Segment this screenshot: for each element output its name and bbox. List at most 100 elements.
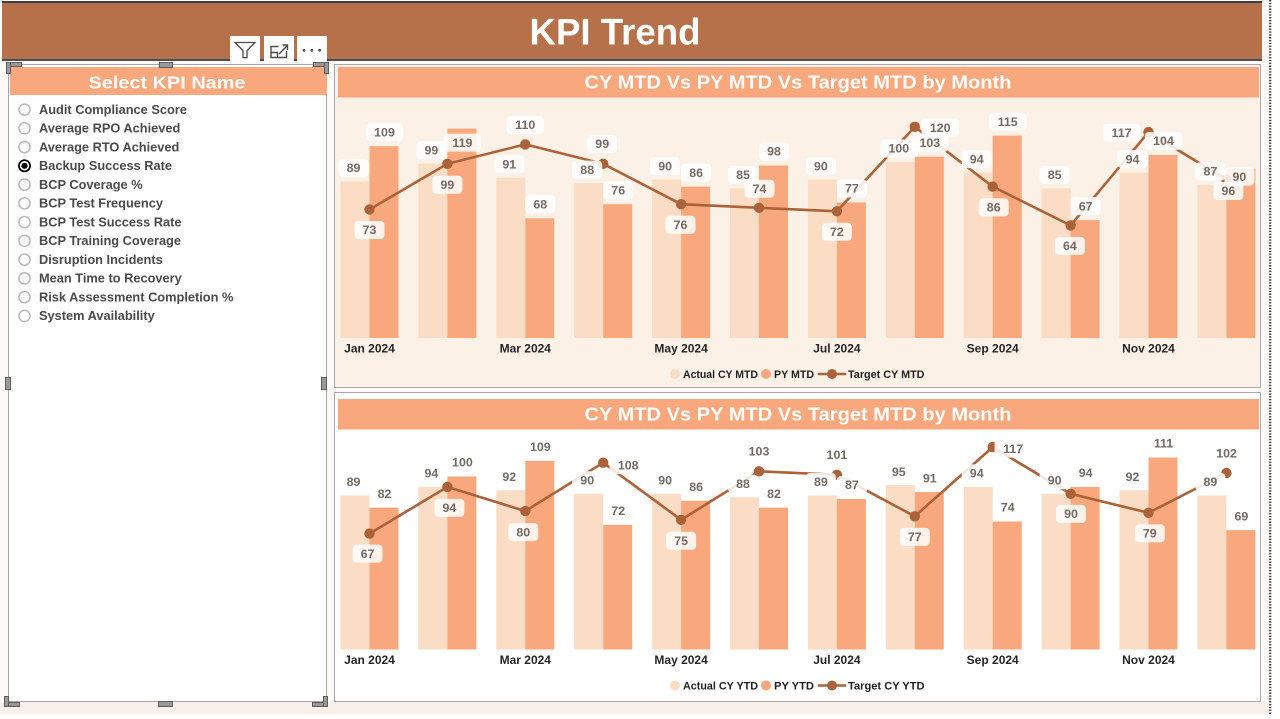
svg-text:System Availability: System Availability xyxy=(39,308,156,323)
svg-text:67: 67 xyxy=(361,547,375,561)
svg-text:95: 95 xyxy=(892,465,906,479)
svg-text:Select KPI Name: Select KPI Name xyxy=(89,73,246,93)
svg-text:111: 111 xyxy=(1154,437,1173,451)
svg-text:74: 74 xyxy=(1001,501,1015,515)
svg-text:Nov 2024: Nov 2024 xyxy=(1122,653,1175,667)
svg-text:89: 89 xyxy=(347,161,361,175)
svg-text:89: 89 xyxy=(347,475,361,489)
svg-text:82: 82 xyxy=(378,487,392,501)
svg-text:103: 103 xyxy=(749,445,770,459)
svg-text:86: 86 xyxy=(987,201,1001,215)
svg-text:May 2024: May 2024 xyxy=(654,342,708,356)
svg-text:77: 77 xyxy=(908,530,922,544)
svg-text:Sep 2024: Sep 2024 xyxy=(967,342,1019,356)
svg-text:Mar 2024: Mar 2024 xyxy=(500,653,552,667)
svg-text:Backup Success Rate: Backup Success Rate xyxy=(39,158,172,173)
svg-text:90: 90 xyxy=(658,159,672,173)
svg-text:89: 89 xyxy=(1204,475,1218,489)
svg-text:98: 98 xyxy=(767,145,781,159)
svg-text:89: 89 xyxy=(814,475,828,489)
svg-text:BCP Training Coverage: BCP Training Coverage xyxy=(39,233,181,248)
svg-text:90: 90 xyxy=(1233,170,1247,184)
svg-text:99: 99 xyxy=(441,178,455,192)
svg-text:90: 90 xyxy=(658,474,672,488)
svg-text:BCP Test Frequency: BCP Test Frequency xyxy=(39,196,164,211)
svg-text:87: 87 xyxy=(1204,165,1218,179)
svg-text:Sep 2024: Sep 2024 xyxy=(967,653,1019,667)
svg-text:76: 76 xyxy=(674,218,688,232)
svg-text:110: 110 xyxy=(515,118,535,132)
svg-text:69: 69 xyxy=(1235,509,1249,523)
svg-text:108: 108 xyxy=(618,458,639,472)
svg-text:104: 104 xyxy=(1153,134,1174,148)
svg-text:Jan 2024: Jan 2024 xyxy=(344,653,395,667)
svg-text:68: 68 xyxy=(533,198,547,212)
svg-text:Jan 2024: Jan 2024 xyxy=(344,342,395,356)
svg-text:82: 82 xyxy=(767,487,781,501)
svg-text:75: 75 xyxy=(674,534,688,548)
svg-text:91: 91 xyxy=(502,158,516,172)
svg-text:86: 86 xyxy=(689,480,703,494)
svg-text:90: 90 xyxy=(1064,507,1078,521)
svg-text:BCP Test Success Rate: BCP Test Success Rate xyxy=(39,214,182,229)
svg-text:Target CY YTD: Target CY YTD xyxy=(848,681,925,693)
svg-text:PY YTD: PY YTD xyxy=(774,681,814,693)
svg-text:Average RTO Achieved: Average RTO Achieved xyxy=(39,139,179,154)
svg-text:79: 79 xyxy=(1143,527,1157,541)
svg-text:94: 94 xyxy=(425,467,439,481)
svg-text:90: 90 xyxy=(580,474,594,488)
svg-text:117: 117 xyxy=(1112,126,1132,140)
svg-text:Actual CY YTD: Actual CY YTD xyxy=(683,681,758,693)
svg-text:109: 109 xyxy=(374,125,395,139)
svg-text:94: 94 xyxy=(970,152,984,166)
svg-text:Average RPO Achieved: Average RPO Achieved xyxy=(39,121,180,136)
svg-text:76: 76 xyxy=(611,183,625,197)
svg-text:100: 100 xyxy=(452,456,473,470)
svg-text:99: 99 xyxy=(425,144,439,158)
svg-text:100: 100 xyxy=(888,142,909,156)
svg-text:72: 72 xyxy=(830,225,844,239)
svg-text:Risk Assessment Completion %: Risk Assessment Completion % xyxy=(39,289,234,304)
svg-text:90: 90 xyxy=(1048,474,1062,488)
svg-text:Audit Compliance Score: Audit Compliance Score xyxy=(39,102,187,117)
svg-text:92: 92 xyxy=(1126,470,1140,484)
svg-text:94: 94 xyxy=(1126,152,1140,166)
svg-text:Target CY MTD: Target CY MTD xyxy=(848,369,925,381)
svg-text:73: 73 xyxy=(363,223,377,237)
svg-text:94: 94 xyxy=(443,501,457,515)
svg-text:120: 120 xyxy=(930,121,951,135)
svg-text:96: 96 xyxy=(1222,184,1236,198)
svg-text:92: 92 xyxy=(502,470,516,484)
svg-text:80: 80 xyxy=(516,525,530,539)
svg-text:Jul 2024: Jul 2024 xyxy=(813,342,861,356)
svg-text:117: 117 xyxy=(1003,442,1023,456)
svg-text:77: 77 xyxy=(845,182,859,196)
svg-text:87: 87 xyxy=(845,478,859,492)
svg-text:109: 109 xyxy=(530,440,551,454)
svg-text:85: 85 xyxy=(736,168,750,182)
svg-text:94: 94 xyxy=(1079,466,1093,480)
svg-text:101: 101 xyxy=(827,448,848,462)
svg-text:115: 115 xyxy=(998,115,1018,129)
svg-text:88: 88 xyxy=(736,477,750,491)
svg-text:CY MTD Vs PY MTD Vs Target MTD: CY MTD Vs PY MTD Vs Target MTD by Month xyxy=(585,405,1012,425)
svg-text:88: 88 xyxy=(580,163,594,177)
svg-text:64: 64 xyxy=(1063,239,1077,253)
svg-text:72: 72 xyxy=(611,504,625,518)
svg-text:Nov 2024: Nov 2024 xyxy=(1122,342,1175,356)
svg-text:Mar 2024: Mar 2024 xyxy=(500,342,552,356)
svg-text:Disruption Incidents: Disruption Incidents xyxy=(39,252,163,267)
svg-text:103: 103 xyxy=(919,136,940,150)
svg-text:86: 86 xyxy=(689,166,703,180)
svg-text:Mean Time to Recovery: Mean Time to Recovery xyxy=(39,271,183,286)
svg-text:Actual CY MTD: Actual CY MTD xyxy=(683,369,758,381)
svg-text:119: 119 xyxy=(452,136,472,150)
svg-text:CY MTD Vs PY MTD Vs Target MTD: CY MTD Vs PY MTD Vs Target MTD by Month xyxy=(585,73,1012,93)
svg-text:90: 90 xyxy=(814,159,828,173)
svg-text:99: 99 xyxy=(595,137,609,151)
svg-text:Jul 2024: Jul 2024 xyxy=(813,653,861,667)
svg-text:85: 85 xyxy=(1048,168,1062,182)
svg-text:PY MTD: PY MTD xyxy=(774,369,814,381)
svg-text:102: 102 xyxy=(1216,447,1237,461)
svg-text:74: 74 xyxy=(753,182,767,196)
